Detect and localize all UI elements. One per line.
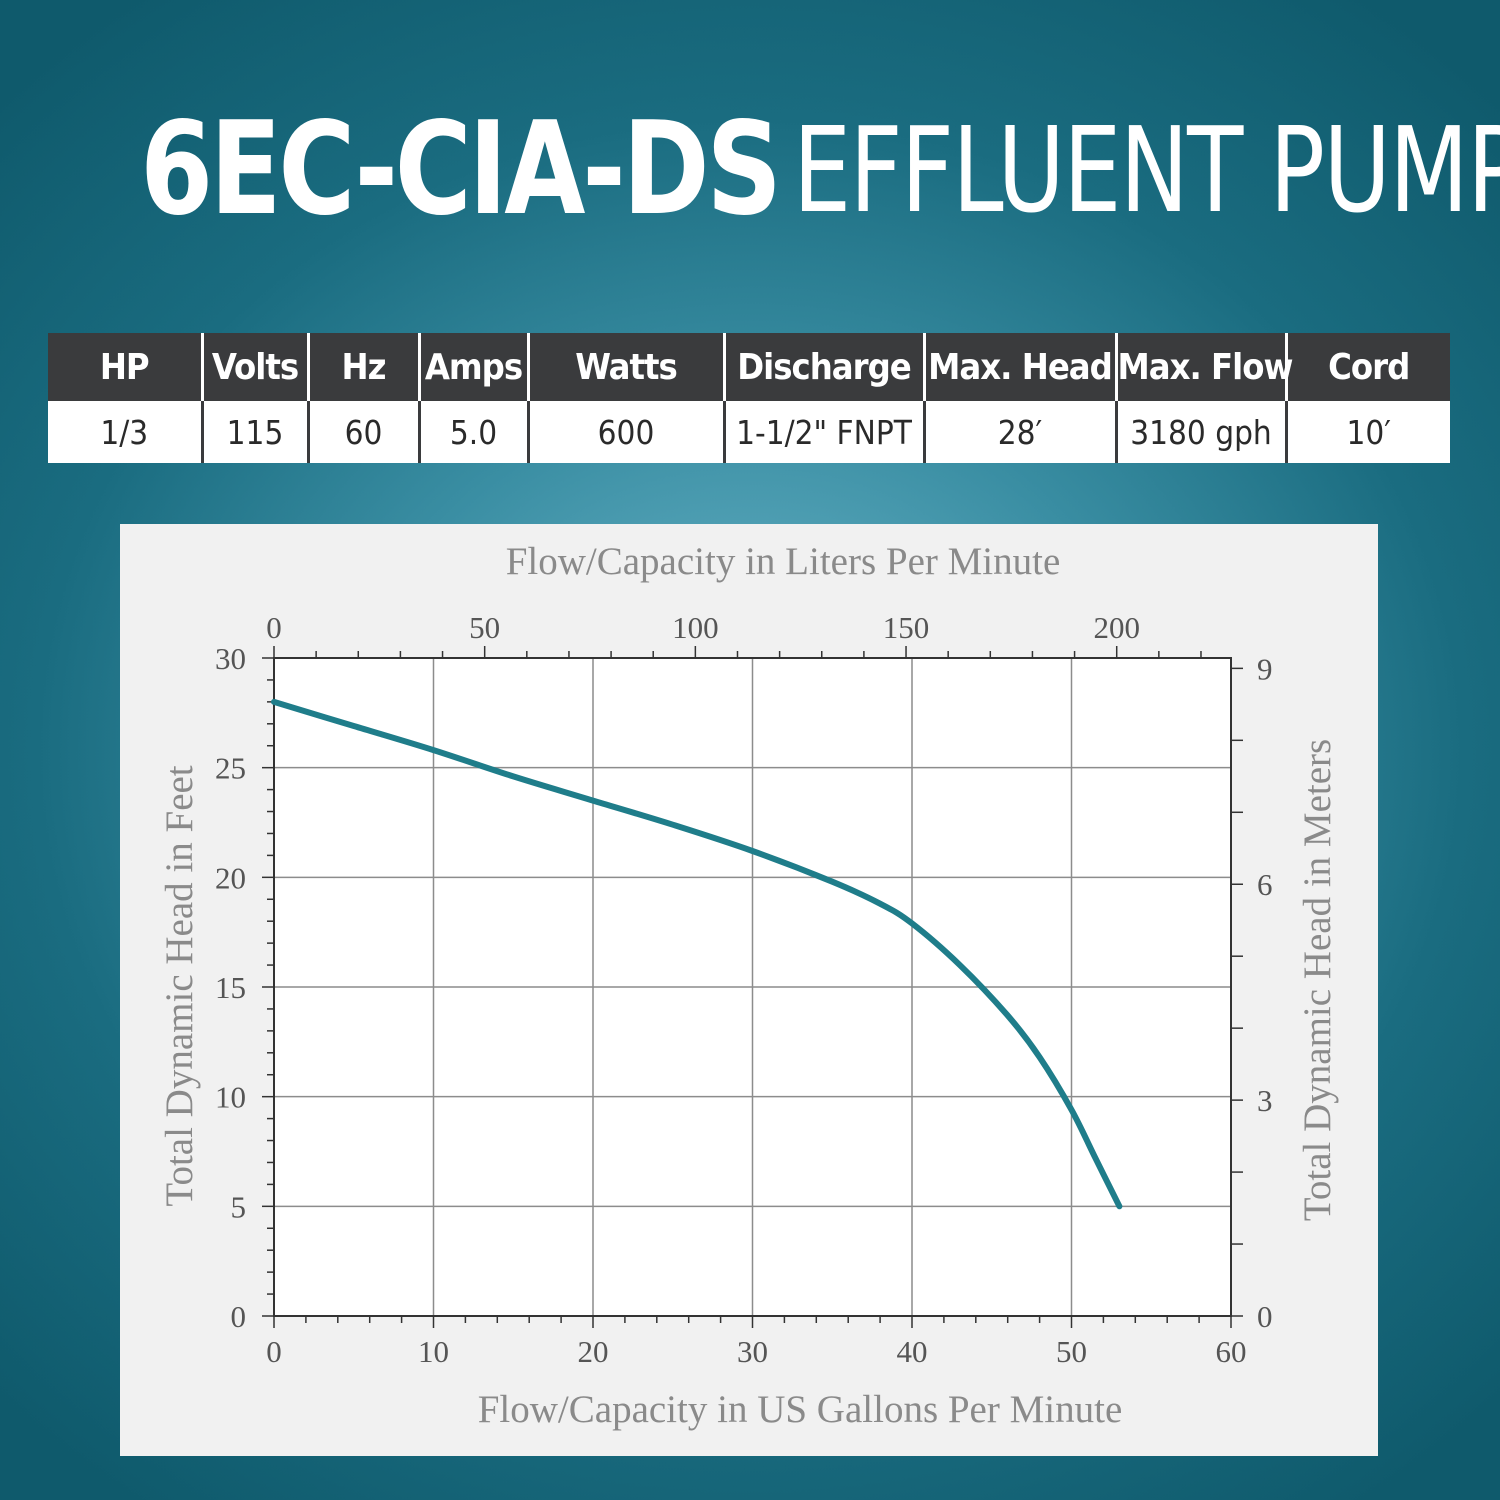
y-tick-label: 0 <box>231 1299 247 1334</box>
x2-tick-label: 0 <box>266 610 282 645</box>
grid-lines <box>274 658 1231 1316</box>
y2-tick-label: 6 <box>1257 867 1273 902</box>
x-tick-label: 20 <box>578 1334 609 1369</box>
y2-tick-label: 9 <box>1257 651 1273 686</box>
spec-value-max-flow: 3180 gph <box>1114 401 1286 463</box>
y-tick-label: 5 <box>231 1189 247 1224</box>
x2-tick-label: 150 <box>883 610 930 645</box>
x2-axis-title: Flow/Capacity in Liters Per Minute <box>506 540 1061 583</box>
spec-header-cord: Cord <box>1284 333 1450 401</box>
spec-header-hp: HP <box>48 333 202 401</box>
x-tick-label: 30 <box>737 1334 768 1369</box>
y-axis-title: Total Dynamic Head in Feet <box>158 765 201 1206</box>
y2-axis-title: Total Dynamic Head in Meters <box>1296 739 1339 1221</box>
spec-value-cord: 10′ <box>1284 401 1450 463</box>
spec-value-amps: 5.0 <box>417 401 528 463</box>
spec-value-watts: 600 <box>526 401 724 463</box>
spec-value-row: 1/3 115 60 5.0 600 1-1/2" FNPT 28′ 3180 … <box>48 401 1450 463</box>
x-tick-label: 10 <box>418 1334 449 1369</box>
page-title: 6EC-CIA-DS EFFLUENT PUMP <box>0 95 1500 245</box>
spec-value-discharge: 1-1/2" FNPT <box>722 401 924 463</box>
y-tick-label: 30 <box>215 641 246 676</box>
spec-header-hz: Hz <box>306 333 419 401</box>
spec-value-volts: 115 <box>200 401 308 463</box>
pump-curve-panel: 0 10 20 30 40 50 60 0 5 10 15 20 25 30 0 50 100 150 200 0 3 6… <box>120 524 1378 1456</box>
spec-value-hz: 60 <box>306 401 419 463</box>
tick-labels: 0 10 20 30 40 50 60 0 5 10 15 20 25 30 0 50 100 150 200 0 3 6… <box>215 610 1273 1369</box>
spec-header-watts: Watts <box>526 333 724 401</box>
y-tick-label: 20 <box>215 860 246 895</box>
x2-tick-label: 200 <box>1093 610 1140 645</box>
spec-value-hp: 1/3 <box>48 401 202 463</box>
spec-header-row: HP Volts Hz Amps Watts Discharge Max. He… <box>48 333 1450 401</box>
x2-tick-label: 50 <box>469 610 500 645</box>
product-name: EFFLUENT PUMP <box>792 100 1500 239</box>
minor-ticks <box>262 646 1243 1328</box>
spec-header-max-head: Max. Head <box>922 333 1116 401</box>
y-tick-label: 10 <box>215 1080 246 1115</box>
y-tick-label: 15 <box>215 970 246 1005</box>
model-name: 6EC-CIA-DS <box>140 95 782 244</box>
x-tick-label: 60 <box>1216 1334 1247 1369</box>
spec-table: HP Volts Hz Amps Watts Discharge Max. He… <box>48 333 1450 463</box>
spec-header-amps: Amps <box>417 333 528 401</box>
plot-frame <box>273 657 1232 1317</box>
x2-tick-label: 100 <box>672 610 719 645</box>
x-tick-label: 50 <box>1056 1334 1087 1369</box>
y2-tick-label: 0 <box>1257 1299 1273 1334</box>
axes <box>273 657 1232 1317</box>
x-axis-title: Flow/Capacity in US Gallons Per Minute <box>478 1388 1123 1431</box>
spec-value-max-head: 28′ <box>922 401 1116 463</box>
spec-header-volts: Volts <box>200 333 308 401</box>
x-tick-label: 0 <box>266 1334 282 1369</box>
spec-header-discharge: Discharge <box>722 333 924 401</box>
x-tick-label: 40 <box>897 1334 928 1369</box>
y-tick-label: 25 <box>215 751 246 786</box>
series-line-pump-curve <box>271 698 1123 1210</box>
pump-curve-chart: 0 10 20 30 40 50 60 0 5 10 15 20 25 30 0 50 100 150 200 0 3 6… <box>158 540 1339 1431</box>
y2-tick-label: 3 <box>1257 1083 1273 1118</box>
spec-header-max-flow: Max. Flow <box>1114 333 1293 401</box>
